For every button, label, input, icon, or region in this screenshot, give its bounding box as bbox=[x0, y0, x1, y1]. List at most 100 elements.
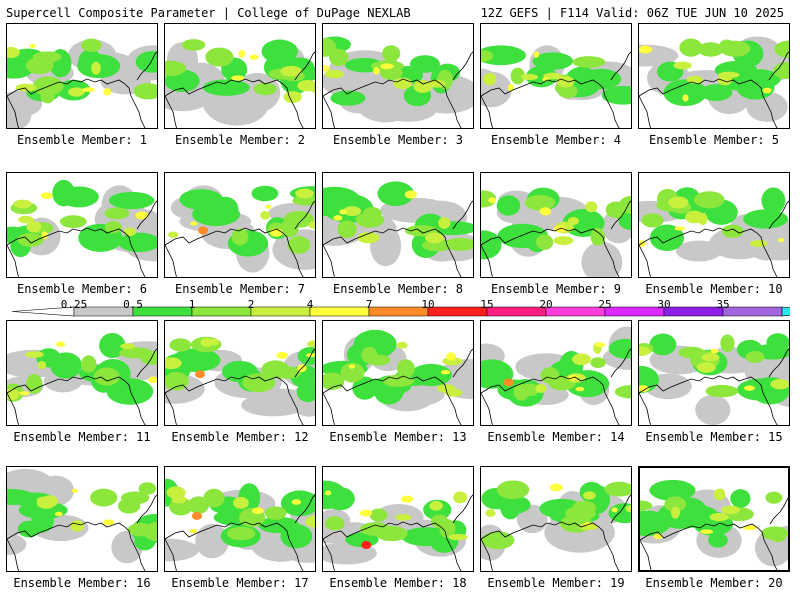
ensemble-map-panel[interactable] bbox=[6, 172, 158, 278]
scp-contour-fill bbox=[103, 88, 112, 96]
scp-contour-fill bbox=[120, 343, 135, 350]
ensemble-map-panel[interactable] bbox=[6, 466, 158, 572]
coastline bbox=[639, 51, 789, 128]
scp-contour-fill bbox=[80, 355, 97, 373]
coastline bbox=[481, 392, 493, 425]
ensemble-map-panel[interactable] bbox=[322, 172, 474, 278]
scp-contour-fill bbox=[614, 385, 631, 399]
ensemble-map-panel[interactable] bbox=[480, 23, 632, 129]
scp-contour-fill bbox=[774, 40, 789, 58]
scp-map bbox=[165, 336, 315, 425]
legend-swatch bbox=[663, 306, 724, 317]
scp-contour-fill bbox=[276, 351, 289, 359]
legend-swatch bbox=[486, 306, 547, 317]
ensemble-map-panel[interactable] bbox=[164, 23, 316, 129]
coastline bbox=[639, 348, 789, 425]
scp-contour-fill bbox=[585, 201, 598, 213]
scp-contour-fill bbox=[481, 45, 526, 66]
scp-contour-fill bbox=[749, 240, 768, 247]
coastline bbox=[165, 392, 177, 425]
scp-contour-fill bbox=[611, 507, 618, 513]
ensemble-map-panel[interactable] bbox=[6, 320, 158, 426]
scp-map bbox=[165, 39, 315, 128]
scp-contour-fill bbox=[40, 192, 53, 200]
scp-contour-fill bbox=[37, 361, 47, 370]
scp-contour-fill bbox=[483, 72, 497, 86]
ensemble-map-panel[interactable] bbox=[638, 172, 790, 278]
ensemble-map-panel[interactable] bbox=[638, 320, 790, 426]
ensemble-member-label: Ensemble Member: 7 bbox=[174, 282, 306, 296]
scp-contour-fill bbox=[91, 61, 101, 75]
ensemble-map-panel[interactable] bbox=[164, 320, 316, 426]
scp-contour-fill bbox=[503, 378, 514, 387]
scp-contour-fill bbox=[653, 533, 663, 540]
ensemble-map-panel[interactable] bbox=[480, 320, 632, 426]
ensemble-member-label: Ensemble Member: 1 bbox=[16, 133, 148, 147]
coastline bbox=[481, 244, 493, 277]
coastline bbox=[7, 538, 19, 571]
scp-map bbox=[481, 187, 631, 277]
scp-contour-fill bbox=[189, 528, 197, 534]
ensemble-map-panel[interactable] bbox=[322, 466, 474, 572]
coastline bbox=[481, 200, 631, 277]
legend-swatch bbox=[604, 306, 665, 317]
legend-colorbar bbox=[12, 306, 790, 317]
ensemble-map-panel[interactable] bbox=[638, 23, 790, 129]
scp-contour-fill bbox=[54, 353, 81, 371]
scp-contour-fill bbox=[308, 220, 315, 229]
scp-map bbox=[639, 187, 789, 277]
scp-contour-fill bbox=[188, 496, 210, 514]
ensemble-map-panel[interactable] bbox=[322, 320, 474, 426]
scp-contour-fill bbox=[382, 45, 401, 62]
scp-contour-fill bbox=[165, 371, 189, 391]
scp-contour-fill bbox=[287, 236, 311, 254]
scp-contour-fill bbox=[7, 533, 27, 555]
scp-contour-fill bbox=[745, 351, 765, 363]
scp-contour-fill bbox=[168, 231, 179, 238]
ensemble-member-label: Ensemble Member: 20 bbox=[645, 576, 783, 590]
coastline bbox=[639, 392, 651, 425]
scp-contour-fill bbox=[329, 48, 349, 67]
scp-contour-fill bbox=[99, 332, 126, 359]
scp-contour-fill bbox=[575, 386, 585, 392]
scp-contour-fill bbox=[444, 237, 473, 251]
scp-contour-fill bbox=[675, 240, 722, 262]
scp-contour-fill bbox=[496, 195, 521, 216]
scp-contour-fill bbox=[524, 194, 556, 211]
ensemble-map-panel[interactable] bbox=[322, 23, 474, 129]
scp-contour-fill bbox=[377, 181, 414, 207]
scp-contour-fill bbox=[242, 373, 276, 393]
scp-contour-fill bbox=[340, 362, 365, 383]
scp-contour-fill bbox=[533, 51, 540, 58]
scp-contour-fill bbox=[90, 488, 118, 507]
scp-contour-fill bbox=[195, 370, 205, 379]
scp-contour-fill bbox=[757, 353, 789, 379]
scp-contour-fill bbox=[29, 44, 36, 49]
scp-contour-fill bbox=[535, 383, 547, 394]
legend-tick-label: 4 bbox=[306, 298, 314, 311]
scp-map bbox=[640, 479, 788, 570]
scp-contour-fill bbox=[369, 508, 388, 522]
scp-contour-fill bbox=[572, 353, 591, 366]
scp-contour-fill bbox=[361, 541, 372, 549]
ensemble-map-panel[interactable] bbox=[480, 466, 632, 572]
ensemble-map-panel[interactable] bbox=[164, 466, 316, 572]
scp-contour-fill bbox=[696, 362, 716, 373]
scp-contour-fill bbox=[670, 506, 681, 519]
scp-contour-fill bbox=[770, 531, 786, 543]
scp-contour-fill bbox=[730, 489, 751, 508]
scp-contour-fill bbox=[409, 55, 440, 73]
ensemble-member-label: Ensemble Member: 4 bbox=[490, 133, 622, 147]
ensemble-member-label: Ensemble Member: 12 bbox=[171, 430, 309, 444]
ensemble-map-panel[interactable] bbox=[480, 172, 632, 278]
scp-contour-fill bbox=[339, 209, 347, 215]
ensemble-map-panel[interactable] bbox=[638, 466, 790, 572]
scp-contour-fill bbox=[233, 496, 249, 509]
scp-contour-fill bbox=[520, 383, 540, 397]
scp-contour-fill bbox=[396, 359, 415, 378]
scp-contour-fill bbox=[395, 514, 412, 521]
legend-tick-label: 30 bbox=[657, 298, 671, 311]
ensemble-map-panel[interactable] bbox=[6, 23, 158, 129]
scp-contour-fill bbox=[641, 213, 664, 228]
ensemble-map-panel[interactable] bbox=[164, 172, 316, 278]
